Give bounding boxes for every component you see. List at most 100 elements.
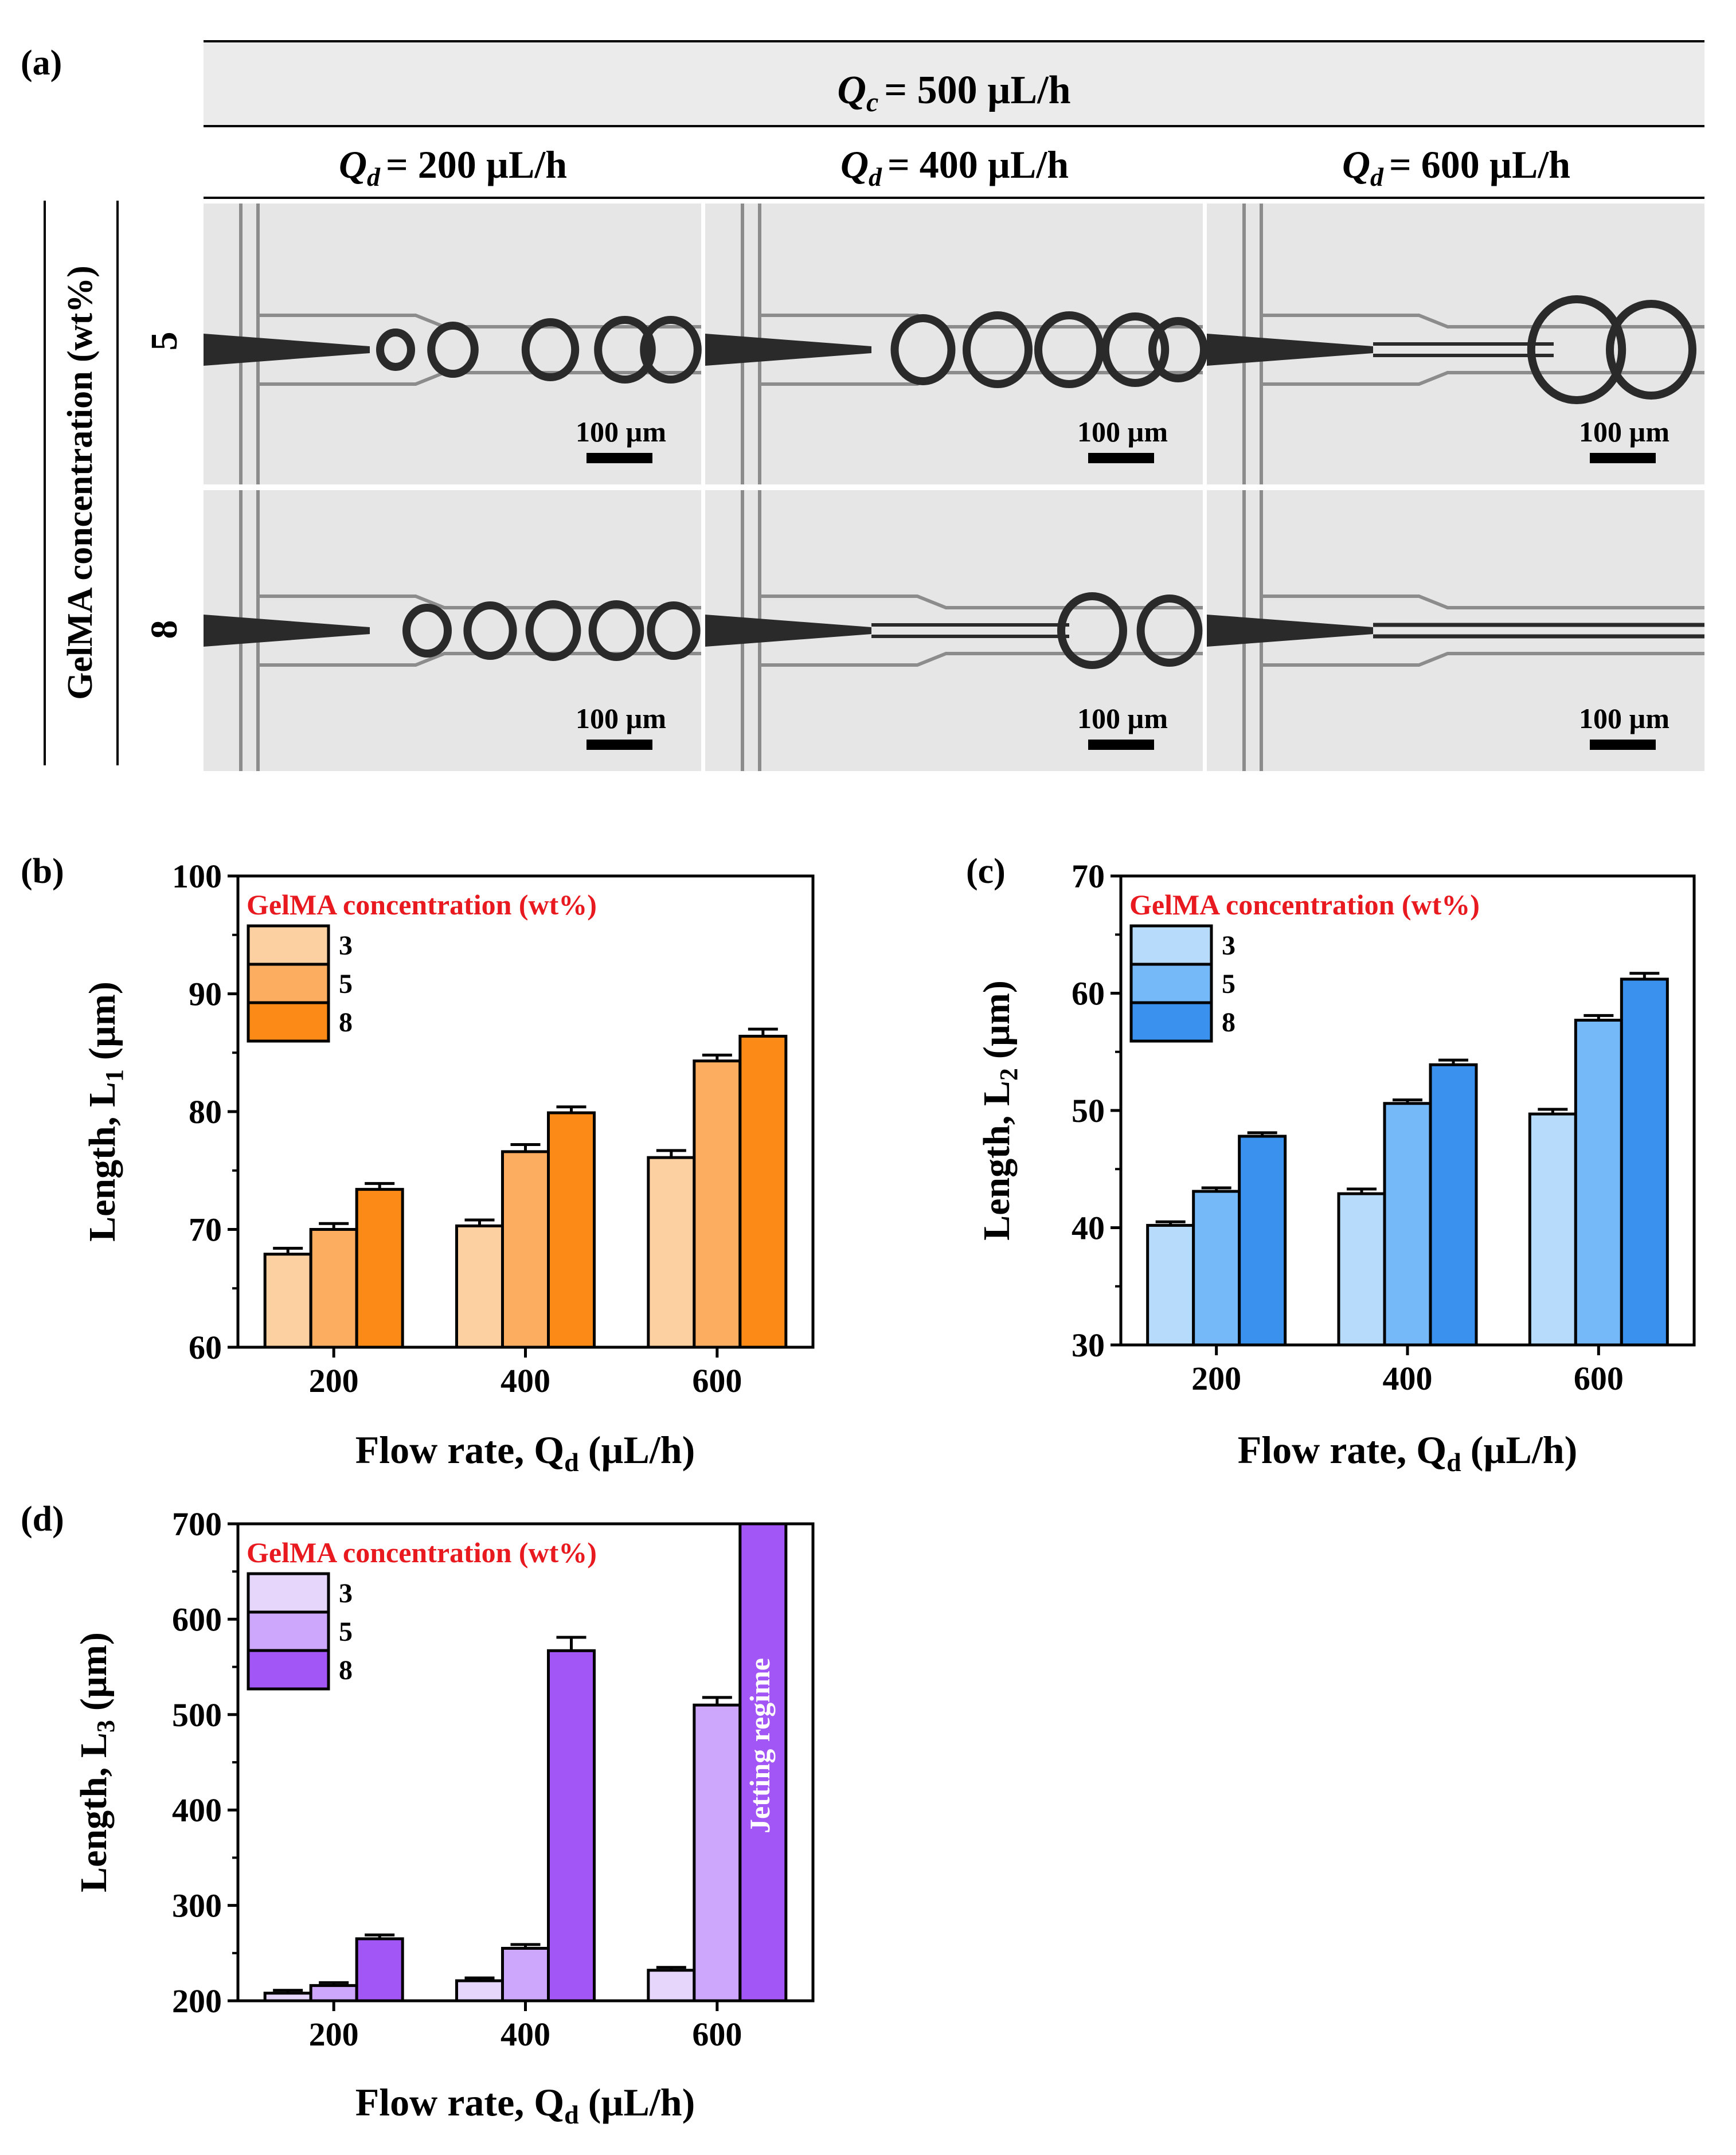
qd-column-400: Qd = 400 µL/h [840,143,1069,191]
micrograph-5-0-droplet [640,316,702,384]
micrograph-5-0-channel-lower [258,371,701,386]
micrograph-5-1-droplet [890,314,956,385]
micrograph-5-0-droplet [376,328,415,371]
legend-label-d-3: 3 [339,1578,353,1609]
micrograph-8-0-droplet [463,601,517,660]
panel-d-label: (d) [21,1500,64,1539]
plot-d-legend-title: GelMA concentration (wt%) [247,1536,597,1569]
micrograph-5-2: 100 µm [1207,204,1704,484]
panel-a-label: (a) [21,44,62,83]
panel-d: (d) 200 400 600 200 300 400 500 600 700 GelMA co… [21,1500,815,2129]
bar-b-600-5 [693,1059,742,1347]
y-tick-label-b-80: 80 [189,1093,222,1131]
micrograph-8-1-inlet-neck [705,615,871,647]
y-tick-label-d-200: 200 [172,1982,222,2020]
y-tick-label-d-300: 300 [172,1887,222,1925]
plot-b-legend: 3 5 8 [247,924,353,1043]
micrograph-5-1-scale-bar [1088,453,1154,463]
plot-d-legend: 3 5 8 [247,1572,353,1691]
bar-c-200-8 [1238,1135,1287,1345]
y-tick-label-c-30: 30 [1072,1327,1105,1364]
micrograph-8-0-scale-bar-label: 100 µm [576,702,666,734]
panel-b-label: (b) [21,852,64,891]
micrograph-5-1-droplet [1034,311,1104,388]
y-tick-label-c-70: 70 [1072,858,1105,895]
micrograph-8-1-scale-bar [1088,740,1154,750]
plot-c-axes: 200 400 600 30 40 50 60 70 [1072,858,1624,1397]
legend-swatch-d-8 [247,1649,330,1691]
plot-c-legend-title: GelMA concentration (wt%) [1129,889,1480,921]
x-tick-label-b-200: 200 [309,1362,359,1399]
legend-swatch-b-3 [247,924,330,966]
micrograph-5-1-inlet-neck [705,334,871,366]
x-tick-label-b-400: 400 [501,1362,550,1399]
plot-c-bars [1146,972,1669,1345]
qd-column-200: Qd = 200 µL/h [339,143,567,191]
micrograph-8-2-channel-upper [1261,595,1704,609]
row-label-5: 5 [143,332,185,351]
bar-d-200-8 [355,1937,404,2001]
bar-c-600-3 [1528,1112,1577,1345]
x-tick-label-d-200: 200 [309,2016,359,2053]
bar-b-400-8 [547,1111,596,1347]
bar-d-400-5 [501,1946,550,2001]
legend-label-d-8: 8 [339,1655,353,1685]
y-tick-label-c-60: 60 [1072,975,1105,1012]
legend-label-b-8: 8 [339,1007,353,1038]
micrograph-8-2-jet-thread [1373,623,1704,639]
bar-b-200-8 [355,1188,404,1347]
micrograph-5-0-scale-bar [587,453,652,463]
micrograph-5-2-droplet [1527,295,1626,404]
micrograph-8-0-droplet [525,600,581,661]
plot-b-xlabel: Flow rate, Qd (µL/h) [355,1428,695,1477]
legend-label-d-5: 5 [339,1617,353,1647]
y-tick-label-b-100: 100 [172,858,222,895]
bar-d-400-8 [547,1649,596,2001]
y-tick-label-b-70: 70 [189,1211,222,1249]
micrograph-5-2-scale-bar-label: 100 µm [1579,416,1669,448]
bar-c-200-5 [1192,1190,1241,1345]
bar-d-400-3 [455,1979,504,2001]
y-tick-label-d-700: 700 [172,1505,222,1543]
bar-c-200-3 [1146,1223,1195,1345]
micrograph-8-0-droplet [647,601,701,660]
bar-b-400-5 [501,1150,550,1347]
micrograph-8-2: 100 µm [1207,490,1704,771]
bar-b-200-5 [309,1228,358,1347]
y-tick-label-d-600: 600 [172,1601,222,1638]
micrograph-8-0-channel-lower [258,652,701,667]
y-tick-label-d-400: 400 [172,1792,222,1829]
micrograph-8-1: 100 µm [705,490,1203,771]
micrograph-5-2-scale-bar [1590,453,1656,463]
bar-b-200-3 [263,1253,312,1347]
micrograph-5-0: 100 µm [204,204,702,484]
y-tick-label-d-500: 500 [172,1696,222,1734]
micrograph-8-1-droplet [1057,592,1127,669]
micrograph-8-1-scale-bar-label: 100 µm [1077,702,1168,734]
legend-swatch-c-8 [1129,1001,1213,1043]
legend-label-c-5: 5 [1222,969,1235,999]
x-tick-label-b-600: 600 [692,1362,742,1399]
panel-c: (c) 200 400 600 30 40 50 60 70 GelMA concentrat… [966,852,1696,1477]
micrograph-8-0-channel-upper [258,595,701,609]
x-tick-label-d-600: 600 [692,2016,742,2053]
micrograph-5-2-channel-lower [1261,371,1704,386]
micrograph-8-1-droplet [1136,595,1203,667]
legend-swatch-c-5 [1129,963,1213,1004]
micrograph-5-0-channel-upper [258,314,701,328]
qc-header-band [204,41,1704,126]
plot-c-ylabel: Length, L2(µm) [976,980,1023,1241]
micrograph-8-2-scale-bar [1590,740,1656,750]
plot-d-ylabel: Length, L3(µm) [73,1632,120,1892]
micrograph-5-1-droplet [1148,317,1208,382]
legend-swatch-b-8 [247,1001,330,1043]
y-tick-label-c-40: 40 [1072,1210,1105,1247]
x-tick-label-c-400: 400 [1383,1360,1433,1397]
legend-swatch-b-5 [247,963,330,1004]
plot-c-legend: 3 5 8 [1129,924,1235,1043]
plot-d-bars [263,1524,788,2001]
micrograph-8-0-droplet [402,604,452,658]
micrograph-5-0-scale-bar-label: 100 µm [576,416,666,448]
micrograph-5-1-droplet [1101,312,1170,387]
